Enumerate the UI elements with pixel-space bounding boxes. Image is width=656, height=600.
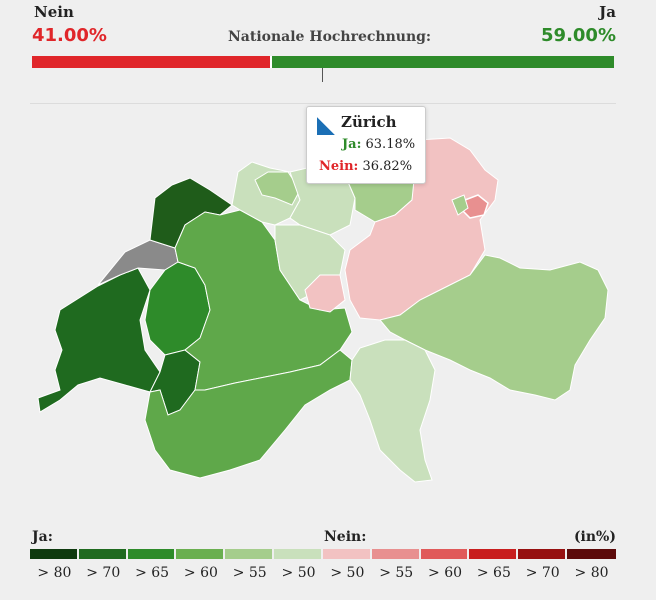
legend-item-label: > 80 <box>574 565 609 581</box>
legend-swatch <box>518 549 568 559</box>
legend-item: > 50 <box>322 549 372 581</box>
result-bar-ja <box>269 56 614 68</box>
legend-ja-label: Ja: <box>32 529 53 545</box>
legend-item: > 80 <box>567 549 616 581</box>
legend-item-label: > 65 <box>476 565 511 581</box>
result-bar-nein <box>32 56 270 68</box>
divider <box>30 103 616 104</box>
legend-item-label: > 55 <box>232 565 267 581</box>
legend-swatch <box>469 549 519 559</box>
result-bar <box>32 56 614 68</box>
legend-item-label: > 55 <box>379 565 414 581</box>
canton-vaud[interactable] <box>37 267 161 413</box>
legend-item: > 60 <box>176 549 226 581</box>
legend-item: > 60 <box>420 549 470 581</box>
legend-item: > 70 <box>518 549 568 581</box>
legend-item-label: > 50 <box>281 565 316 581</box>
legend-nein-label: Nein: <box>324 529 367 545</box>
legend-swatch <box>176 549 226 559</box>
nein-percentage: 41.00% <box>32 25 107 46</box>
tooltip-ja-label: Ja: <box>342 137 362 152</box>
legend-swatch <box>567 549 616 559</box>
legend-item-label: > 60 <box>183 565 218 581</box>
ja-label: Ja <box>599 3 616 21</box>
legend-item-label: > 70 <box>525 565 560 581</box>
color-legend: > 80 > 70 > 65 > 60 > 55 > 50 > 50 > 55 > 60 > 65… <box>30 549 616 581</box>
legend-swatch <box>322 549 372 559</box>
legend-item: > 65 <box>469 549 519 581</box>
legend-unit-label: (in%) <box>573 529 616 545</box>
canton-ticino[interactable] <box>349 339 436 483</box>
legend-item: > 80 <box>30 549 79 581</box>
tooltip-nein-row: Nein: 36.82% <box>319 159 412 174</box>
legend-item: > 50 <box>274 549 323 581</box>
legend-item-label: > 50 <box>330 565 365 581</box>
legend-swatch <box>78 549 128 559</box>
tooltip-canton-name: Zürich <box>341 113 397 131</box>
legend-swatch <box>127 549 177 559</box>
canton-tooltip: Zürich Ja: 63.18% Nein: 36.82% <box>306 106 426 184</box>
canton-graubuenden[interactable] <box>379 254 609 401</box>
tooltip-ja-value: 63.18% <box>365 137 416 152</box>
ja-percentage: 59.00% <box>541 25 616 46</box>
legend-item: > 55 <box>225 549 275 581</box>
zurich-flag-icon <box>317 117 335 135</box>
tooltip-nein-label: Nein: <box>319 159 359 174</box>
legend-item-label: > 60 <box>428 565 463 581</box>
canton-schwyz[interactable] <box>304 274 346 313</box>
tooltip-nein-value: 36.82% <box>362 159 413 174</box>
legend-swatch <box>420 549 470 559</box>
legend-item: > 55 <box>371 549 421 581</box>
legend-item-label: > 80 <box>37 565 72 581</box>
majority-marker <box>322 68 323 82</box>
legend-item-label: > 70 <box>86 565 121 581</box>
national-projection-title: Nationale Hochrechnung: <box>228 29 432 45</box>
legend-swatch <box>30 549 79 559</box>
canton-st-gallen-inner[interactable] <box>451 194 469 216</box>
legend-swatch <box>371 549 421 559</box>
canton-basel[interactable] <box>254 171 301 206</box>
legend-item: > 65 <box>127 549 177 581</box>
legend-item-label: > 65 <box>135 565 170 581</box>
nein-label: Nein <box>34 3 74 21</box>
legend-item: > 70 <box>78 549 128 581</box>
legend-swatch <box>274 549 323 559</box>
tooltip-ja-row: Ja: 63.18% <box>342 137 415 152</box>
legend-swatch <box>225 549 275 559</box>
